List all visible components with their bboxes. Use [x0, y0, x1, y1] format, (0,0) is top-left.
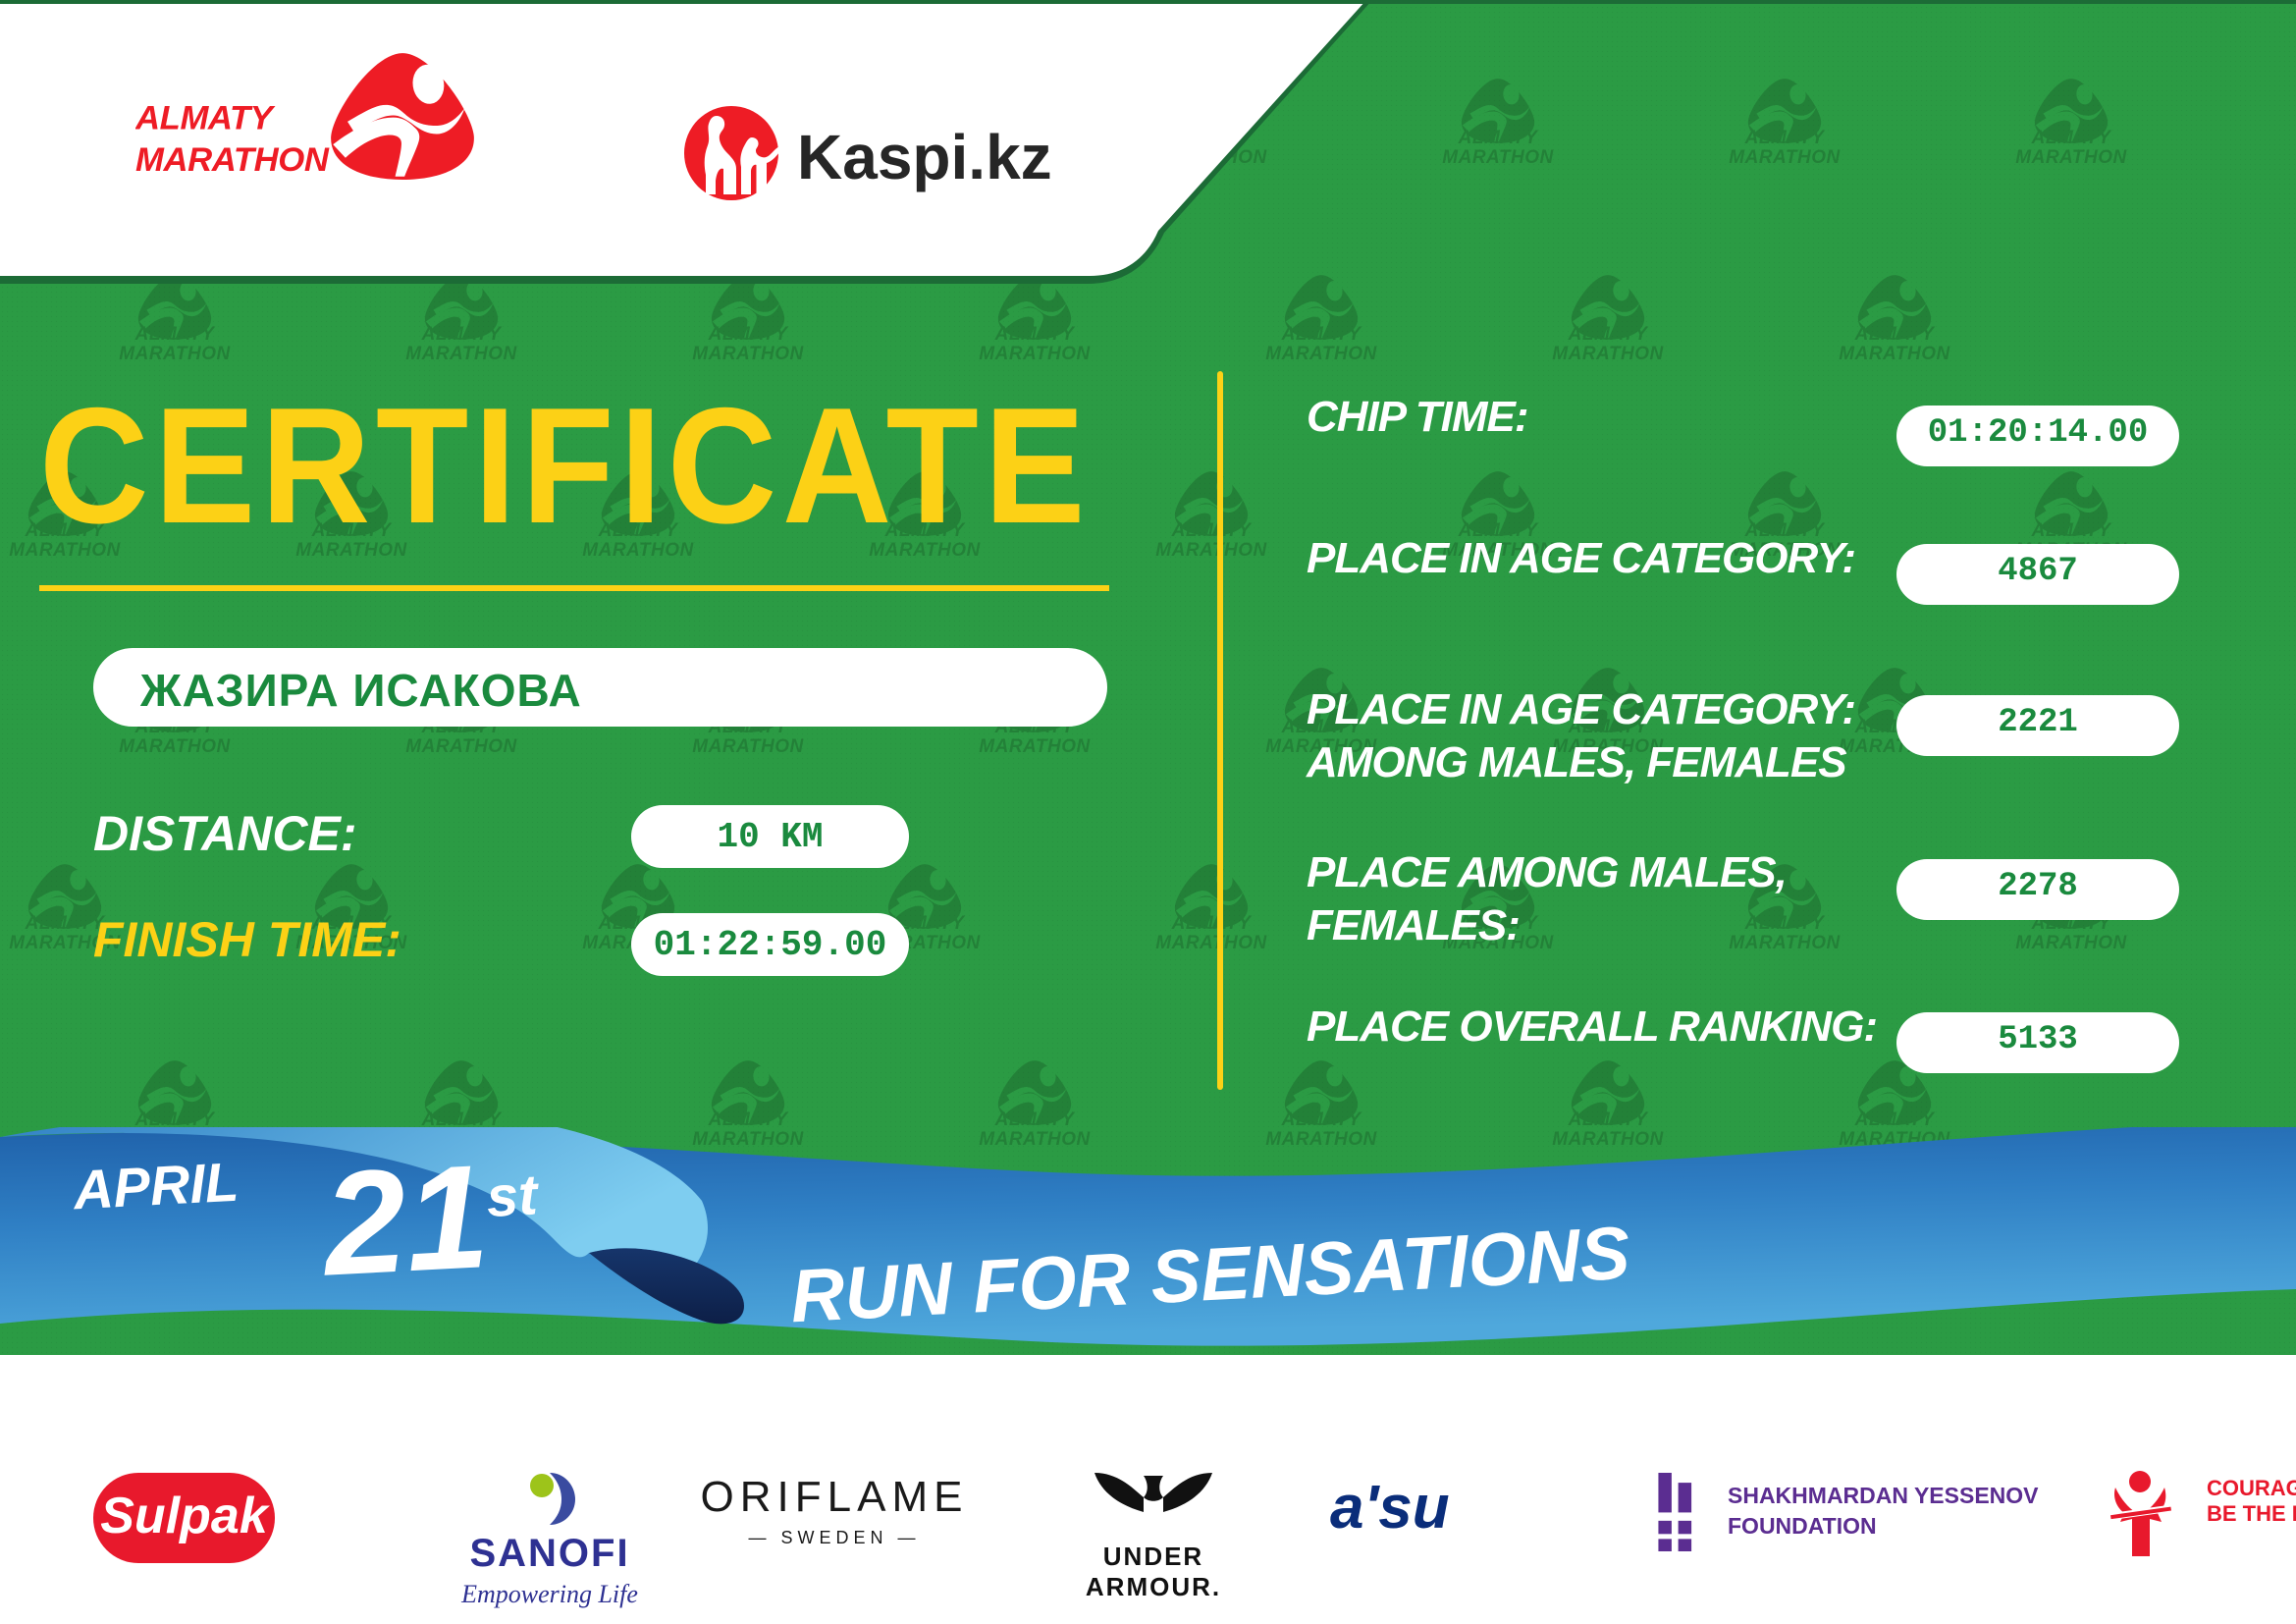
- svg-text:MARATHON: MARATHON: [135, 141, 330, 179]
- svg-text:ALMATY: ALMATY: [135, 99, 276, 136]
